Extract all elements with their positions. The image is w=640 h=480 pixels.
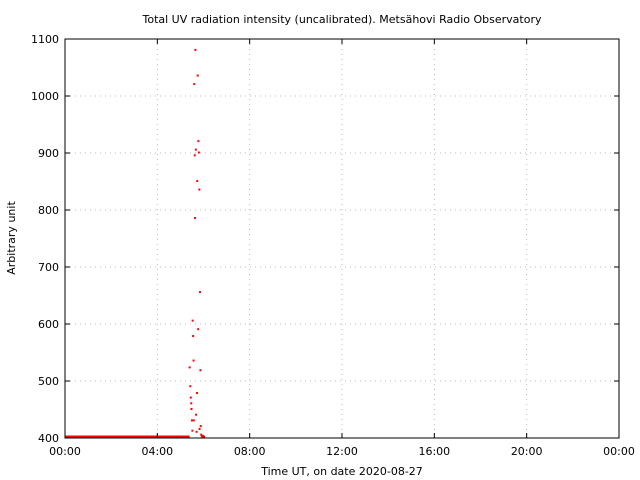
data-point bbox=[191, 319, 194, 322]
x-tick-label: 00:00 bbox=[49, 445, 81, 458]
data-point bbox=[192, 335, 195, 338]
data-point bbox=[196, 74, 199, 77]
x-tick-label: 00:00 bbox=[603, 445, 635, 458]
y-tick-label: 800 bbox=[38, 204, 59, 217]
y-tick-label: 400 bbox=[38, 432, 59, 445]
plot-frame bbox=[64, 38, 620, 439]
data-point bbox=[189, 396, 192, 399]
axis-ticks bbox=[64, 38, 620, 439]
x-tick-label: 04:00 bbox=[141, 445, 173, 458]
grid bbox=[65, 39, 619, 438]
data-point bbox=[195, 430, 198, 433]
x-axis-title: Time UT, on date 2020-08-27 bbox=[260, 465, 423, 478]
y-tick-label: 1000 bbox=[31, 90, 59, 103]
data-point bbox=[197, 151, 200, 154]
y-tick-label: 1100 bbox=[31, 33, 59, 46]
data-point bbox=[192, 359, 195, 362]
data-point bbox=[191, 429, 194, 432]
data-point bbox=[196, 392, 199, 395]
data-point bbox=[195, 413, 198, 416]
chart-title: Total UV radiation intensity (uncalibrat… bbox=[142, 13, 542, 26]
data-point bbox=[193, 217, 196, 220]
data-point bbox=[190, 419, 193, 422]
data-point bbox=[199, 369, 202, 372]
data-point bbox=[190, 402, 193, 405]
data-point bbox=[194, 48, 197, 51]
data-point bbox=[190, 408, 193, 410]
data-point bbox=[198, 188, 201, 191]
data-point bbox=[200, 433, 203, 436]
data-point bbox=[197, 140, 200, 143]
y-tick-label: 600 bbox=[38, 318, 59, 331]
data-point bbox=[199, 425, 202, 428]
tick-labels: 00:00 04:00 08:00 12:00 16:00 20:00 00:0040050… bbox=[31, 33, 635, 458]
data-point bbox=[193, 83, 196, 86]
data-point bbox=[196, 180, 199, 182]
x-tick-label: 08:00 bbox=[234, 445, 266, 458]
x-tick-label: 12:00 bbox=[326, 445, 358, 458]
data-points bbox=[65, 48, 206, 439]
y-tick-label: 700 bbox=[38, 261, 59, 274]
data-point bbox=[193, 154, 196, 157]
y-tick-label: 900 bbox=[38, 147, 59, 160]
data-point bbox=[199, 291, 202, 294]
data-point bbox=[197, 328, 200, 331]
data-point bbox=[192, 419, 195, 422]
x-tick-label: 20:00 bbox=[511, 445, 543, 458]
data-point bbox=[188, 366, 191, 369]
y-axis-title: Arbitrary unit bbox=[5, 201, 18, 275]
data-point bbox=[198, 427, 201, 430]
x-tick-label: 16:00 bbox=[418, 445, 450, 458]
data-point bbox=[203, 435, 206, 438]
y-tick-label: 500 bbox=[38, 375, 59, 388]
data-point bbox=[194, 148, 197, 151]
data-point bbox=[189, 385, 192, 388]
